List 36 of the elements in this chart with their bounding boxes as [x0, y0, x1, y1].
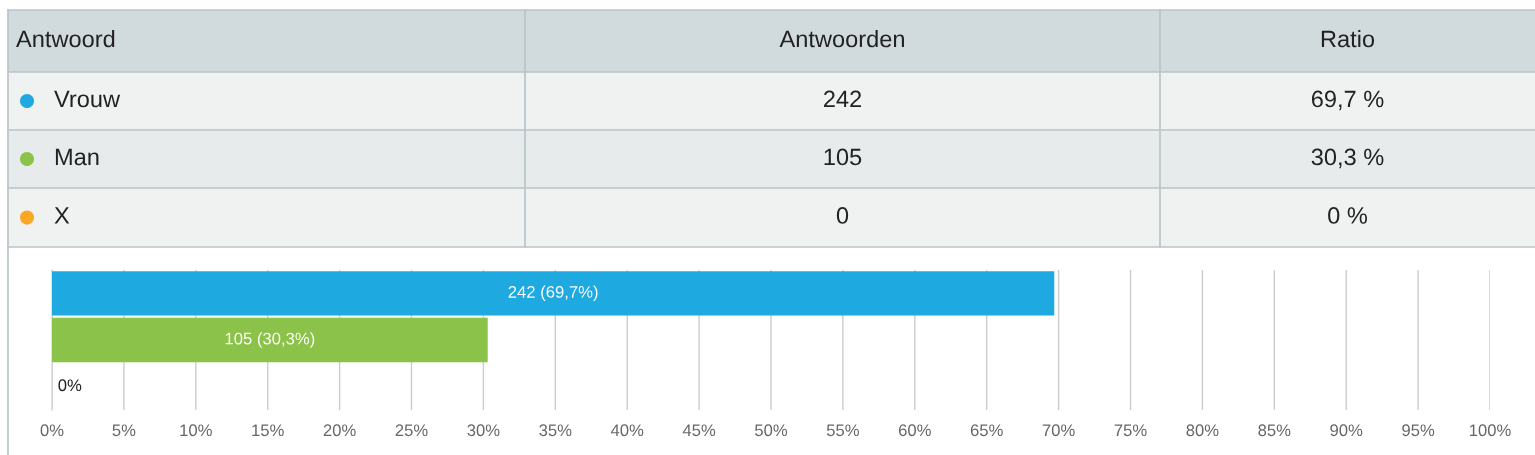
x-tick-label: 35% [539, 424, 572, 437]
text: Antwoorden [779, 30, 904, 48]
x-tick-label: 20% [323, 424, 356, 437]
x-tick-label: 70% [1042, 424, 1075, 437]
x-tick-label: 80% [1186, 424, 1219, 437]
text: X [54, 207, 70, 224]
x-tick-label: 65% [970, 424, 1003, 437]
text: 242 [823, 90, 862, 108]
text: Ratio [1321, 30, 1375, 48]
x-tick-label: 95% [1402, 424, 1435, 437]
text: Vrouw [54, 90, 121, 108]
x-tick-label: 0% [40, 424, 64, 437]
x-tick-label: 50% [754, 424, 788, 437]
x-tick-label: 10% [180, 424, 212, 437]
text: 0 % [1328, 207, 1367, 224]
x-tick-label: 90% [1330, 424, 1363, 437]
text: 30,3 % [1311, 148, 1384, 169]
x-tick-label: 75% [1114, 424, 1147, 437]
text: 0 [836, 207, 849, 224]
text: Antwoord [16, 30, 115, 48]
x-tick-label: 85% [1258, 424, 1291, 437]
x-tick-label: 5% [112, 424, 136, 437]
x-tick-label: 30% [467, 424, 500, 437]
x-tick-label: 100% [1469, 424, 1511, 437]
x-tick-label: 45% [682, 424, 716, 437]
data-label: 105 (30,3%) [225, 332, 315, 348]
text: 69,7 % [1311, 90, 1384, 111]
x-tick-label: 40% [610, 424, 644, 437]
x-tick-label: 25% [395, 424, 428, 437]
data-label: 242 (69,7%) [508, 285, 598, 302]
data-label: 0% [58, 379, 82, 392]
text: Man [55, 148, 99, 166]
x-tick-label: 55% [826, 424, 859, 437]
x-tick-label: 15% [252, 424, 284, 437]
x-tick-label: 60% [898, 424, 931, 437]
text: 105 [824, 148, 862, 166]
